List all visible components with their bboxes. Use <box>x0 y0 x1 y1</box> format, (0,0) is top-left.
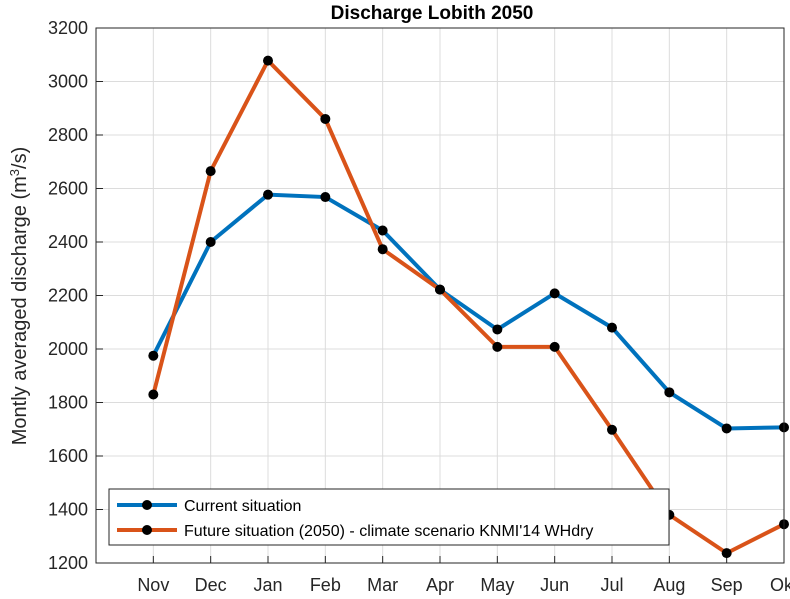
x-tick-label: May <box>480 575 514 595</box>
data-point <box>205 237 216 247</box>
x-axis: Nov Dec Jan Feb Mar Apr May Jun Jul Aug Sep Okt <box>137 556 790 595</box>
data-point <box>320 113 331 124</box>
data-point <box>492 341 503 352</box>
y-tick-label: 2600 <box>48 179 88 199</box>
data-point <box>435 284 445 295</box>
legend-label-current: Current situation <box>184 498 301 515</box>
x-tick-label: Apr <box>426 575 454 595</box>
x-tick-label: Okt <box>770 575 790 595</box>
legend-marker-current <box>142 500 152 510</box>
x-tick-label: Mar <box>367 575 398 595</box>
y-tick-label: 3200 <box>48 18 88 38</box>
x-tick-label: Jan <box>253 575 282 595</box>
legend: Current situation Future situation (2050… <box>108 488 670 546</box>
x-tick-label: Feb <box>310 575 341 595</box>
data-point <box>721 548 732 559</box>
y-axis-label-main: Montly averaged discharge (m <box>9 176 31 445</box>
series-line-0 <box>151 192 785 431</box>
plot-frame <box>95 27 785 564</box>
legend-marker-future <box>142 525 152 535</box>
data-point <box>607 322 617 333</box>
x-tick-label: Aug <box>653 575 685 595</box>
legend-box <box>108 488 670 546</box>
y-axis-label-end: /s) <box>9 147 31 169</box>
data-point <box>492 324 503 335</box>
y-axis: 1200 1400 1600 1800 2000 2200 2400 2600 2800 3000… <box>48 18 103 573</box>
data-point <box>377 244 388 255</box>
y-tick-label: 2000 <box>48 339 88 359</box>
y-axis-label: Montly averaged discharge (m3/s) <box>7 147 32 445</box>
y-tick-label: 2800 <box>48 125 88 145</box>
x-tick-label: Dec <box>195 575 227 595</box>
y-tick-label: 1400 <box>48 500 88 520</box>
y-tick-label: 1200 <box>48 553 88 573</box>
data-point <box>549 288 560 299</box>
data-point <box>263 189 273 200</box>
legend-label-future: Future situation (2050) - climate scenar… <box>184 523 593 540</box>
y-tick-label: 2200 <box>48 286 88 306</box>
data-point <box>607 424 617 435</box>
data-point <box>148 389 159 400</box>
data-point <box>549 341 560 352</box>
y-tick-label: 3000 <box>48 72 88 92</box>
y-tick-label: 2400 <box>48 232 88 252</box>
data-point <box>148 350 159 361</box>
x-tick-label: Nov <box>137 575 169 595</box>
data-point <box>377 225 388 236</box>
x-tick-label: Jul <box>600 575 623 595</box>
x-tick-label: Jun <box>540 575 569 595</box>
data-point <box>263 55 273 66</box>
y-axis-label-superscript: 3 <box>7 169 22 176</box>
y-tick-label: 1600 <box>48 446 88 466</box>
series-line-1 <box>151 57 785 556</box>
series-markers <box>148 55 789 559</box>
data-point <box>721 423 732 434</box>
data-point <box>320 192 331 203</box>
data-point <box>664 387 675 398</box>
y-tick-label: 1800 <box>48 393 88 413</box>
x-tick-label: Sep <box>711 575 743 595</box>
chart-title: Discharge Lobith 2050 <box>331 3 534 24</box>
data-point <box>205 166 216 177</box>
series-lines <box>151 57 785 556</box>
